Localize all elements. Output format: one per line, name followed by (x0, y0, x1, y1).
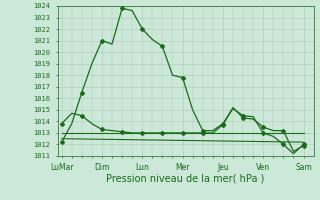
X-axis label: Pression niveau de la mer( hPa ): Pression niveau de la mer( hPa ) (107, 173, 265, 183)
